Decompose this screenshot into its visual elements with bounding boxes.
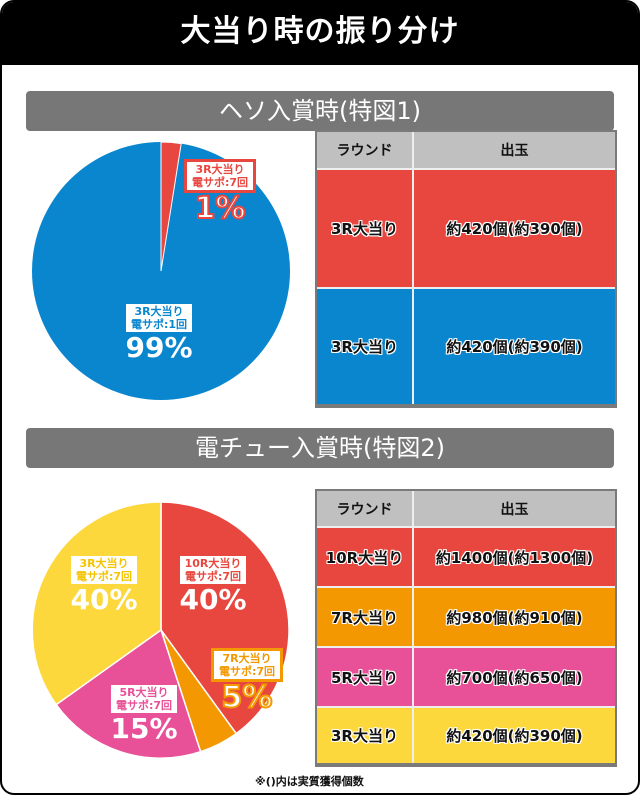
- payout-table-heso: ラウンド 出玉 3R大当り 約420個(約390個) 3R大当り 約420個(約…: [315, 130, 617, 408]
- table-row: 7R大当り 約980個(約910個): [317, 586, 615, 646]
- pie-slice-1: [160, 141, 182, 272]
- table-row: 3R大当り 約420個(約390個): [317, 168, 615, 287]
- slice-label-5r: 5R大当り 電サポ:7回 15%: [110, 685, 178, 745]
- table-row: 5R大当り 約700個(約650個): [317, 646, 615, 706]
- slice-label-7r: 7R大当り 電サポ:7回 5%: [206, 648, 288, 715]
- slice-label-10r: 10R大当り 電サポ:7回 40%: [179, 556, 247, 616]
- slice-label-99pct: 3R大当り 電サポ:1回 99%: [125, 304, 193, 364]
- slice-label-3r: 3R大当り 電サポ:7回 40%: [70, 556, 138, 616]
- payout-table-denchu: ラウンド 出玉 10R大当り 約1400個(約1300個) 7R大当り 約980…: [315, 489, 617, 767]
- slice-label-1pct: 3R大当り 電サポ:7回 1%: [178, 159, 262, 226]
- pie-chart-heso: [32, 141, 290, 400]
- table-row: 3R大当り 約420個(約390個): [317, 287, 615, 404]
- footnote: ※()内は実質獲得個数: [255, 775, 364, 788]
- section-heading-denchu: 電チュー入賞時(特図2): [26, 428, 614, 468]
- page-title: 大当り時の振り分け: [2, 2, 638, 65]
- section-heading-heso: ヘソ入賞時(特図1): [26, 91, 614, 131]
- table-header: ラウンド 出玉: [317, 491, 615, 526]
- pie-slice-3r: [31, 501, 162, 706]
- table-header: ラウンド 出玉: [317, 132, 615, 168]
- table-row: 3R大当り 約420個(約390個): [317, 706, 615, 763]
- table-row: 10R大当り 約1400個(約1300個): [317, 526, 615, 586]
